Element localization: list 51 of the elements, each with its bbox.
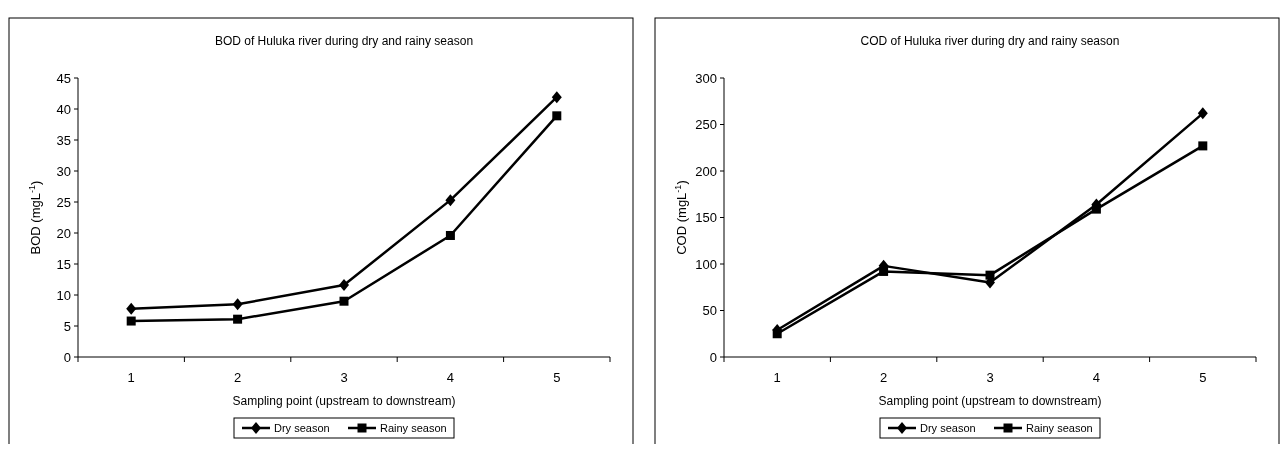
y-tick-label: 25 [56,194,71,210]
x-tick-label: 3 [986,370,994,385]
point [552,111,562,121]
chart-title: COD of Huluka river during dry and rainy season [860,34,1120,48]
point [985,270,995,280]
y-tick-label: 100 [695,256,717,272]
x-axis-title: Sampling point (upstream to downstream) [232,394,456,408]
point [445,194,456,207]
chart-title: BOD of Huluka river during dry and rainy season [214,34,474,48]
point [1091,204,1101,214]
point [445,230,455,240]
point [1198,141,1208,151]
legend-label: Dry season [920,422,976,434]
x-axis-title: Sampling point (upstream to downstream) [878,394,1102,408]
y-tick-label: 10 [56,287,71,303]
y-tick-label: 45 [56,70,71,86]
y-tick-label: 5 [63,318,71,334]
x-tick-label: 1 [773,370,781,385]
y-tick-label: 50 [702,303,717,319]
point [126,316,136,326]
y-tick-label: 35 [56,132,71,148]
y-tick-label: 250 [695,117,717,133]
point [232,298,243,311]
y-tick-label: 15 [56,256,71,272]
point [339,279,349,292]
point [339,296,349,306]
y-tick-label: 20 [56,225,71,241]
legend-label: Dry season [274,422,330,434]
y-tick-label: 300 [695,70,717,86]
point [879,266,889,276]
y-tick-label: 40 [56,101,71,117]
y-tick-label: 30 [56,163,71,179]
x-tick-label: 2 [233,370,242,385]
x-tick-label: 2 [879,370,888,385]
x-tick-label: 1 [127,370,135,385]
point [126,302,137,315]
x-tick-label: 4 [446,370,455,385]
x-tick-label: 4 [1092,370,1101,385]
x-tick-label: 5 [1199,370,1207,385]
y-tick-label: 150 [695,210,717,226]
legend-label: Rainy season [1026,422,1093,434]
point [772,329,782,339]
x-tick-label: 5 [553,370,561,385]
y-tick-label: 0 [63,349,71,365]
legend-label: Rainy season [380,422,447,434]
point [551,91,562,104]
point [233,314,243,324]
y-tick-label: 0 [709,349,717,365]
point [1197,107,1208,120]
y-tick-label: 200 [695,163,717,179]
x-tick-label: 3 [340,370,348,385]
